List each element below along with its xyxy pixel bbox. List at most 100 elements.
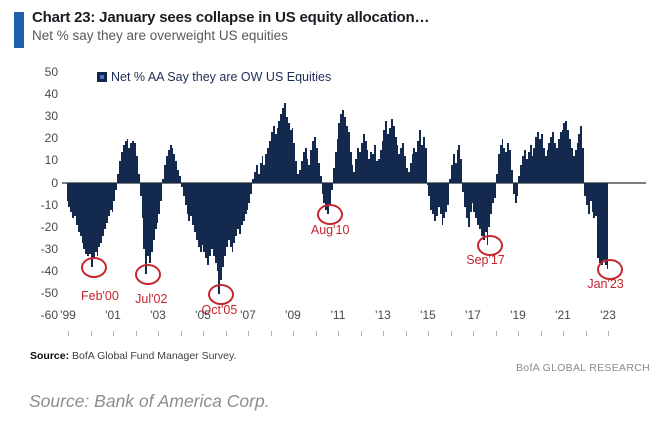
bar [160,183,163,201]
bar [392,125,395,183]
bar [165,156,168,183]
axis-tick-mark [338,331,339,336]
bar [359,152,361,183]
bar [411,154,414,183]
axis-tick-mark [315,331,317,336]
x-tick-label: '11 [330,308,346,322]
bar [372,154,375,183]
bar [467,183,470,228]
axis-tick-mark [518,331,519,336]
brand-note: BofA GLOBAL RESEARCH [516,362,650,374]
bar [182,183,185,197]
bar [567,129,570,183]
bar [413,147,416,183]
bar [434,183,436,221]
bar [104,183,106,230]
y-tick-label: 20 [44,131,58,146]
bar [572,156,575,183]
bar [374,145,376,183]
bar [480,183,483,237]
bar [177,169,180,183]
bar [415,152,418,183]
bar [209,183,211,256]
bar [235,183,238,237]
bar [507,143,510,183]
bar [83,183,86,250]
axis-tick-mark [180,331,182,336]
bar [81,183,84,243]
bar [171,147,174,183]
bar [195,183,198,241]
bar [231,183,234,252]
y-tick-label: -30 [40,241,58,256]
bar [102,183,105,237]
bar [432,183,435,214]
bar [501,138,504,183]
bar [604,183,607,265]
bar [357,147,360,183]
bar [212,183,215,256]
bar [297,174,300,183]
bar [287,123,290,183]
bar [576,143,579,183]
bar [409,163,412,183]
bar [184,183,187,206]
bar [450,165,453,183]
bar [124,141,127,183]
bar [464,183,466,208]
bar [332,167,335,183]
bar [186,183,189,214]
bar [252,178,255,183]
bar [179,176,181,183]
bar [383,129,386,183]
bar [188,183,191,221]
bar [205,183,208,259]
bar [550,136,553,183]
bar [225,183,228,248]
bar [462,183,465,192]
annotation-label: Jul'02 [135,291,168,306]
axis-tick-mark [608,331,609,336]
bar [199,183,202,252]
bar [370,152,373,183]
bar [465,183,468,219]
bar [329,183,331,206]
bar [510,169,513,183]
bar [201,183,204,245]
x-tick-label: '19 [510,308,526,322]
bar [173,154,176,183]
bar [456,149,459,183]
source-text: BofA Global Fund Manager Survey. [72,350,237,362]
axis-tick-mark [405,331,407,336]
bar [514,183,517,203]
bar [589,183,592,201]
bar [85,183,88,254]
bar [242,183,245,221]
bar [585,183,588,206]
bar [77,183,80,232]
source-label: Source: [30,350,70,362]
x-tick-label: '17 [465,308,481,322]
bar [512,183,515,195]
y-tick-label: 10 [44,153,58,168]
bar [426,183,429,186]
bar [404,156,406,183]
bar [72,183,75,219]
bar [582,147,585,183]
bar [270,132,273,183]
bar [552,132,555,183]
bar [492,183,495,203]
annotation-circle [596,259,623,281]
bar [152,183,155,241]
bar [107,183,110,217]
bar [66,183,69,201]
bar [338,123,341,183]
bar [317,163,320,183]
bar [527,152,530,183]
bar [503,147,506,183]
bar [327,183,330,214]
bar [381,141,384,183]
bar [291,127,294,183]
bar [135,156,138,183]
